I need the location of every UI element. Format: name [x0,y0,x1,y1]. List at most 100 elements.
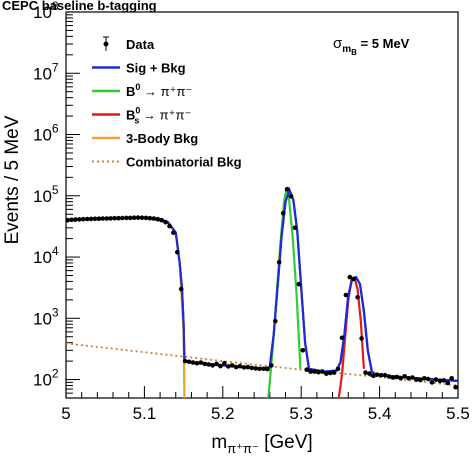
data-point [167,223,172,229]
legend-item: B0 s → π⁺π⁻ [92,106,191,126]
legend-label: Data [126,37,155,52]
y-tick-label: 103 [33,305,59,328]
data-point [233,364,239,370]
data-point [135,215,141,220]
data-point [327,370,333,376]
data-point [273,318,278,324]
data-point [159,217,164,223]
data-point [249,365,255,371]
data-point [441,378,447,383]
data-point [324,371,329,376]
data-point [390,375,396,380]
legend-label: Combinatorial Bkg [126,155,242,170]
data-point [124,215,129,221]
data-point [226,364,231,369]
data-point [190,360,196,365]
data-point [151,216,157,221]
x-tick-label: 5 [61,404,70,423]
y-tick-label: 107 [33,60,59,83]
data-point [84,216,90,222]
data-point [171,230,176,235]
data-point [245,364,251,370]
data-point [237,363,243,369]
data-point [355,295,360,300]
data-point [284,186,290,192]
data-point [202,361,208,367]
data-point [265,366,270,372]
x-tick-label: 5.1 [133,404,157,423]
data-point [308,369,313,374]
legend-label: 3-Body Bkg [126,131,198,146]
legend-label: B0 → π⁺π⁻ [126,82,192,99]
legend-item: B0 → π⁺π⁻ [92,82,192,99]
data-point [182,358,188,364]
data-point [77,217,82,222]
data-point [410,375,415,380]
series-line-combinatorial-bkg [65,342,459,387]
data-point [394,374,400,380]
data-point [343,292,349,298]
data-point [112,215,117,221]
legend-item: Combinatorial Bkg [92,155,242,170]
data-point [367,371,372,376]
series-layer [65,186,459,399]
data-point [210,363,215,368]
data-point [339,335,345,341]
data-point [206,362,211,367]
data-point [261,366,266,372]
x-tick-label: 5.4 [368,404,392,423]
data-point [449,376,455,381]
data-point [218,363,223,369]
data-point [96,216,102,221]
data-point [445,380,451,386]
data-point [406,376,411,381]
data-point [437,378,443,384]
data-point [312,369,317,374]
data-point [276,260,282,265]
data-point [359,336,364,341]
data-point [363,370,368,375]
data-point [257,366,262,372]
y-tick-label: 105 [33,183,59,206]
y-tick-label: 102 [33,367,59,390]
y-tick-label: 104 [33,244,59,267]
data-point [186,359,192,365]
legend-item: Data [103,36,155,52]
data-point [73,217,78,222]
legend-item: Sig + Bkg [92,61,186,76]
data-point [269,363,274,368]
data-point [414,377,419,382]
x-axis-title: mπ⁺π⁻ [GeV] [211,432,312,456]
data-point [347,274,353,280]
data-point [139,215,145,220]
x-tick-label: 5.5 [446,404,470,423]
data-points [65,186,458,390]
data-point [65,217,70,223]
data-point [104,216,110,221]
sigma-annotation: σmB = 5 MeV [333,35,410,57]
data-point [433,377,439,382]
data-point [331,370,337,375]
data-point [300,348,306,353]
legend-label: Sig + Bkg [126,61,186,76]
data-point [175,249,180,255]
data-point [351,276,357,282]
data-point [128,215,133,221]
legend-label: B0 s → π⁺π⁻ [126,106,191,126]
data-point [386,374,392,379]
data-point [222,360,227,366]
data-point [316,369,321,375]
data-point [131,215,137,220]
data-point [418,377,423,383]
data-point [80,216,86,222]
data-point [335,366,341,372]
data-point [143,215,149,221]
data-point [88,216,94,222]
legend-item: 3-Body Bkg [92,131,198,146]
data-point [100,216,106,221]
data-point [147,215,153,221]
y-axis-title: Events / 5 MeV [2,115,23,244]
data-point [292,225,298,231]
data-point [429,380,435,385]
